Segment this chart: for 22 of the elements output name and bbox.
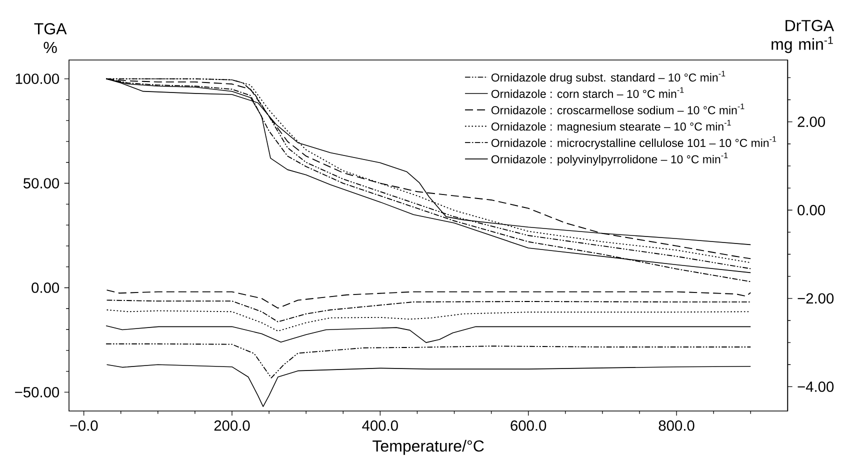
legend-label: Ornidazole : microcrystalline cellulose 101 – 10 °C min$^{-1}$ — [491, 136, 776, 150]
y-axis-title: TGA % — [34, 23, 67, 54]
x-axis-title: Temperature/°C — [372, 440, 484, 455]
legend-label: Ornidazole : croscarmellose sodium – 10 °C min$^{-1}$ — [491, 104, 744, 114]
x-tick-label: 600.0 — [510, 420, 546, 431]
y2-tick-label: −2.00 — [798, 293, 834, 304]
x-tick-label: 400.0 — [362, 420, 398, 431]
x-tick-label: −0.0 — [70, 420, 98, 431]
y-tick-label: 50.00 — [24, 178, 60, 188]
y2-axis-title: DrTGA mg min$^{-1}$ — [772, 20, 834, 54]
legend-label: Ornidazole : corn starch – 10 °C min$^{-1}$ — [491, 87, 684, 98]
legend-label: Ornidazole drug subst. standard – 10 °C min$^{-1}$ — [491, 70, 726, 84]
y-tick-label: −50.00 — [15, 387, 60, 398]
y-tick-label: 100.00 — [16, 74, 60, 84]
y2-tick-label: −4.00 — [798, 382, 834, 392]
x-tick-label: 200.0 — [214, 420, 250, 431]
x-tick-label: 800.0 — [658, 420, 694, 431]
legend-label: Ornidazole : magnesium stearate – 10 °C min$^{-1}$ — [491, 120, 731, 133]
y2-tick-label: 2.00 — [798, 116, 826, 127]
y-tick-label: 0.00 — [32, 282, 60, 293]
y2-tick-label: 0.00 — [798, 204, 826, 216]
legend-label: Ornidazole : polyvinylpyrrolidone – 10 °C min$^{-1}$ — [491, 152, 728, 166]
